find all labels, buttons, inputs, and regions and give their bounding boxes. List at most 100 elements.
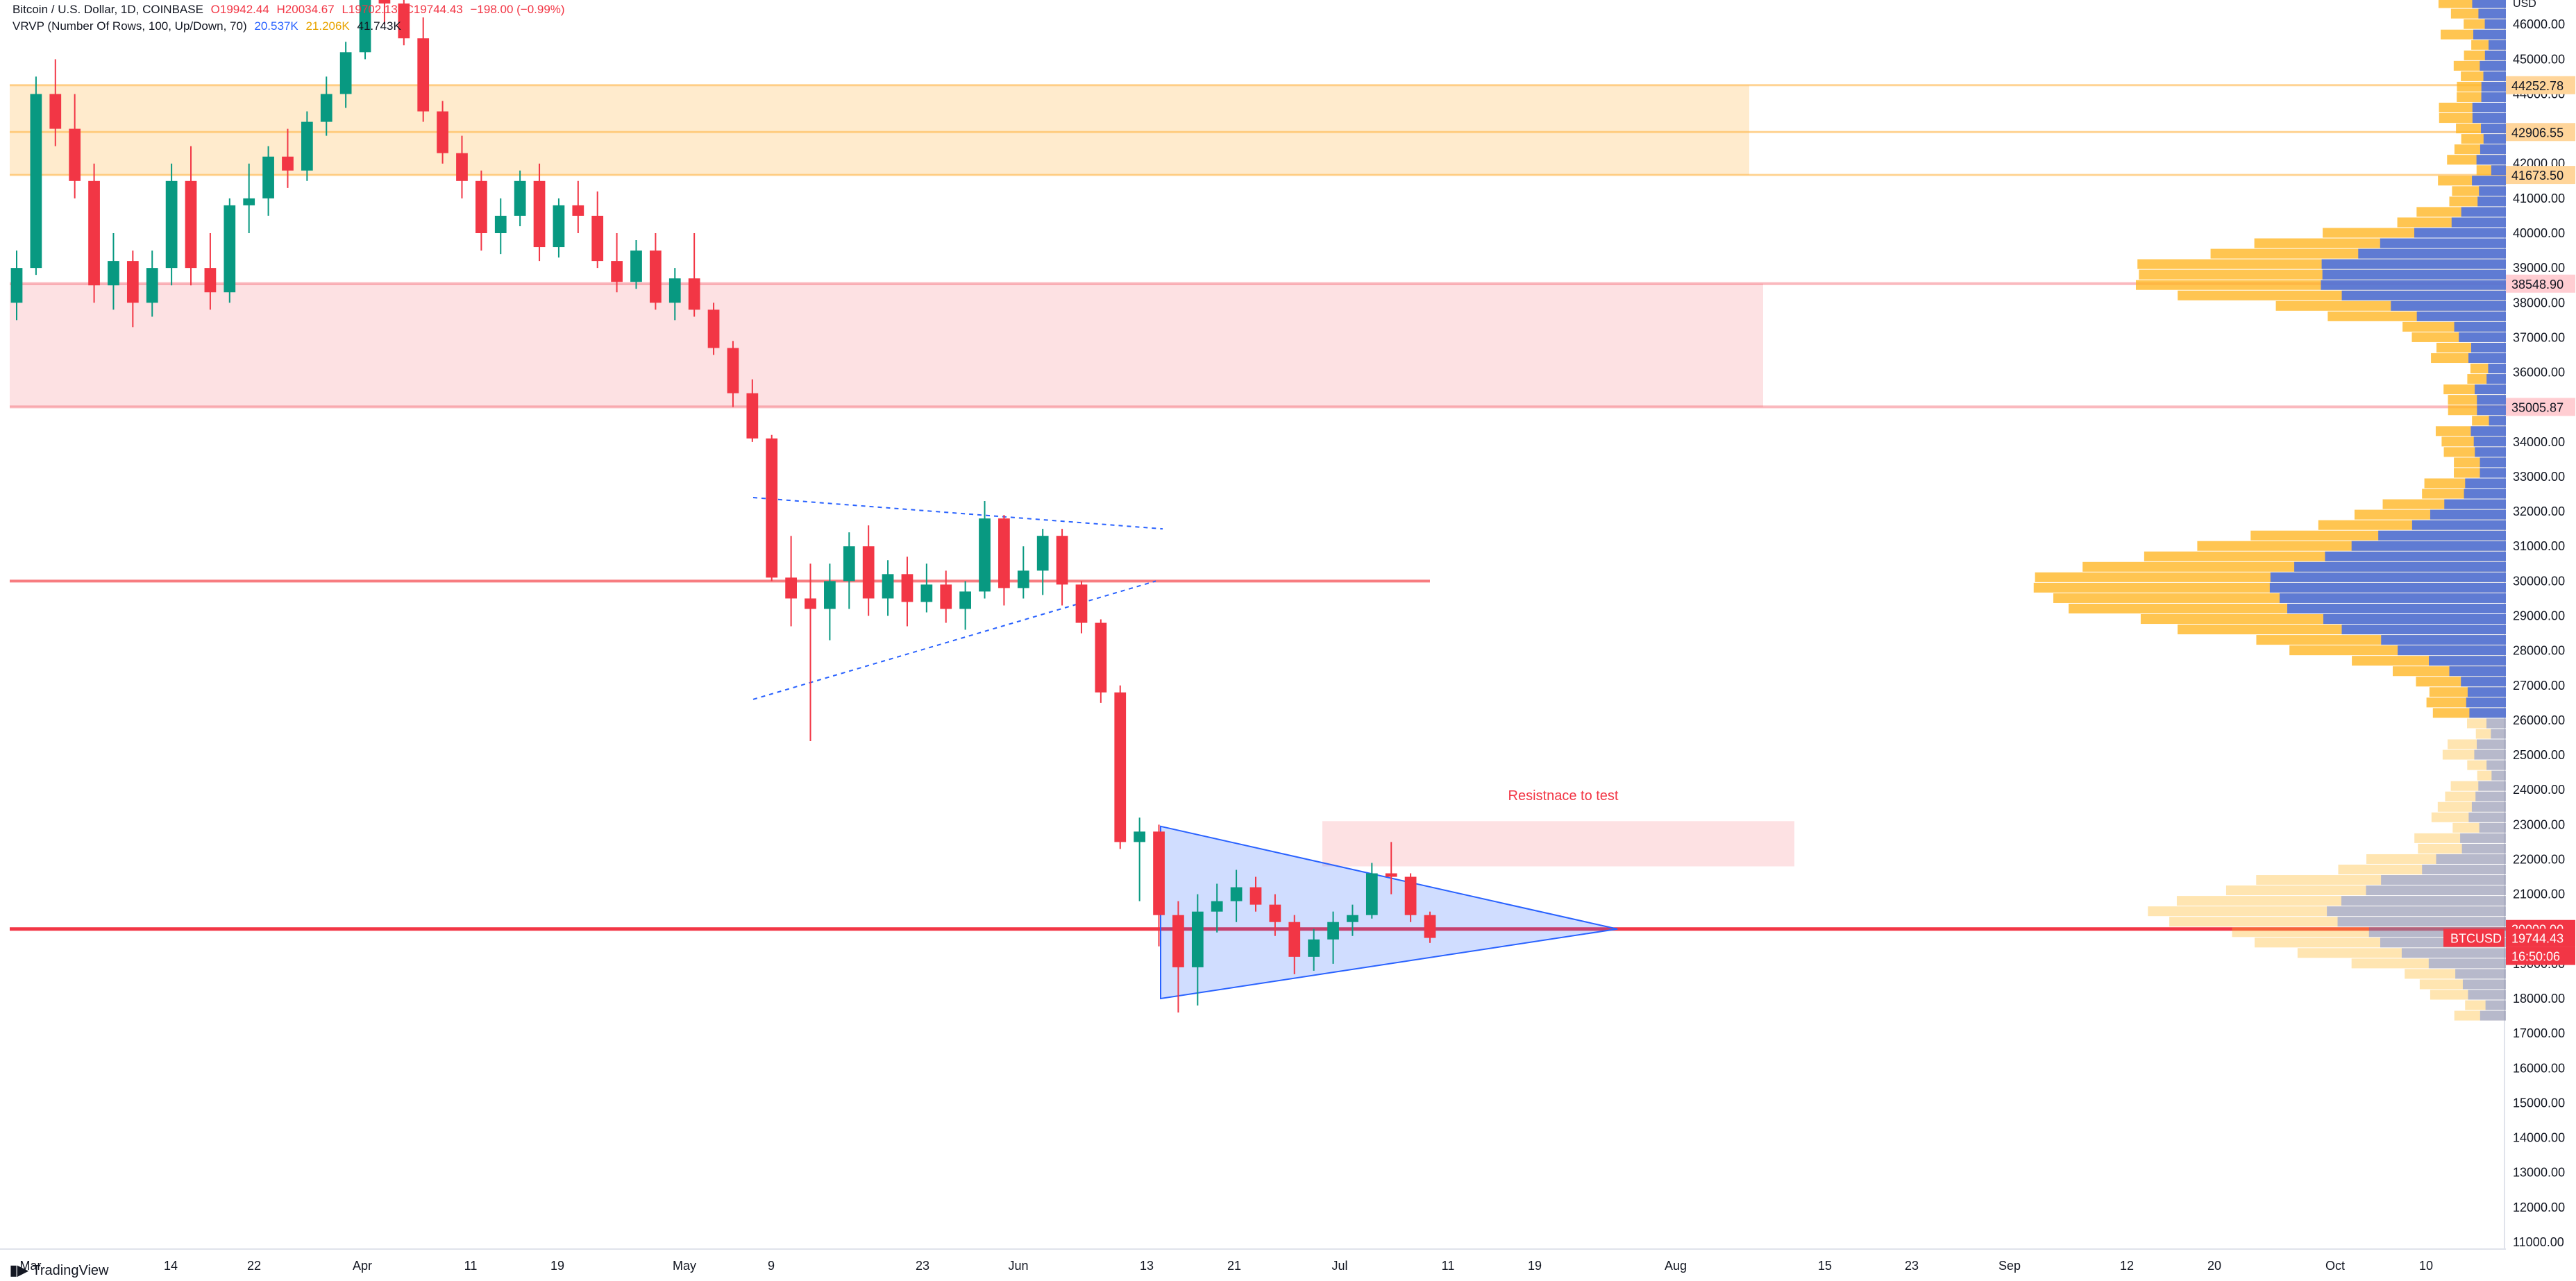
volume-profile-bar-up — [2475, 447, 2506, 457]
volume-profile-bar-up — [2486, 761, 2506, 770]
candle-body — [1288, 922, 1300, 957]
tradingview-logo[interactable]: ▮▶ TradingView — [10, 1262, 108, 1279]
candle-body — [514, 181, 526, 216]
volume-profile-bar-up — [2480, 144, 2506, 154]
volume-profile-bar-up — [2294, 562, 2506, 572]
volume-profile-bar-up — [2366, 885, 2506, 895]
volume-profile-bar-up — [2480, 468, 2506, 477]
volume-profile-bar-up — [2398, 645, 2506, 655]
candle-body — [1270, 905, 1281, 922]
volume-profile-bar-up — [2477, 155, 2506, 164]
candle-body — [1405, 877, 1417, 915]
tradingview-wordmark: TradingView — [32, 1263, 108, 1278]
candle-body — [1114, 693, 1126, 842]
price-tick-label: 32000.00 — [2513, 504, 2565, 518]
time-tick-label: 9 — [768, 1259, 775, 1273]
volume-profile-bar-up — [2381, 635, 2506, 645]
candle-body — [863, 546, 875, 598]
candle-body — [69, 129, 81, 181]
candle-body — [224, 205, 235, 292]
volume-profile-bar-up — [2378, 531, 2506, 541]
vrvp-total-volume: 41.743K — [357, 19, 401, 33]
volume-profile-bar-up — [2412, 520, 2506, 530]
volume-profile-bar-up — [2474, 750, 2506, 760]
price-tick-label: 27000.00 — [2513, 679, 2565, 693]
volume-profile-bar-up — [2402, 948, 2506, 958]
time-tick-label: 11 — [1442, 1259, 1455, 1273]
volume-profile-bar-up — [2480, 823, 2506, 833]
volume-profile-bar-up — [2469, 708, 2506, 718]
volume-profile-bar-up — [2380, 239, 2506, 248]
volume-profile-bar-up — [2271, 572, 2506, 582]
volume-profile-bar-up — [2461, 677, 2506, 686]
candle-body — [1192, 912, 1204, 967]
candle-body — [1095, 623, 1106, 693]
price-tick-label: 21000.00 — [2513, 888, 2565, 901]
volume-profile-bar-up — [2460, 833, 2506, 843]
volume-profile-bar-up — [2461, 207, 2506, 217]
volume-profile-bar-up — [2477, 739, 2506, 749]
candle-body — [882, 574, 894, 598]
volume-profile-bar-up — [2485, 19, 2506, 29]
candle-body — [301, 122, 313, 171]
price-label-text: 19744.43 — [2511, 932, 2564, 946]
time-tick-label: 22 — [247, 1259, 261, 1273]
volume-profile-bar-up — [2342, 625, 2506, 634]
volume-profile-bar-up — [2464, 489, 2506, 499]
candle-body — [1327, 922, 1339, 940]
countdown-text: 16:50:06 — [2511, 950, 2560, 964]
volume-profile-bar-up — [2417, 312, 2506, 321]
ohlc-low: L19702.13 — [342, 3, 397, 16]
volume-profile-bar-up — [2480, 457, 2506, 467]
candle-body — [1386, 874, 1397, 877]
volume-profile-bar-up — [2270, 583, 2506, 593]
candle-body — [417, 38, 429, 111]
candle-body — [437, 112, 448, 153]
candle-body — [1018, 570, 1029, 588]
volume-profile-bar-up — [2381, 875, 2506, 885]
candle-body — [689, 278, 700, 309]
volume-profile-bar-up — [2462, 844, 2506, 854]
volume-profile-bar-up — [2477, 395, 2506, 405]
volume-profile-bar-up — [2323, 270, 2506, 280]
candle-body — [591, 216, 603, 261]
candle-body — [282, 157, 294, 171]
price-tick-label: 34000.00 — [2513, 435, 2565, 449]
candle-body — [262, 157, 274, 198]
candle-body — [1153, 831, 1165, 915]
volume-profile-bar-up — [2486, 374, 2506, 384]
candle-body — [572, 205, 584, 216]
volume-profile-bar-up — [2489, 416, 2506, 425]
price-tick-label: 30000.00 — [2513, 574, 2565, 588]
candle-body — [708, 309, 720, 348]
candle-body — [805, 598, 816, 609]
volume-profile-bar-up — [2491, 729, 2506, 738]
tv-logo-icon: ▮▶ — [10, 1263, 28, 1278]
candle-body — [1308, 940, 1320, 957]
time-tick-label: 15 — [1818, 1259, 1832, 1273]
price-tick-label: 29000.00 — [2513, 609, 2565, 623]
zone-2 — [1322, 821, 1794, 866]
ohlc-open: O19942.44 — [211, 3, 269, 16]
vrvp-label[interactable]: VRVP (Number Of Rows, 100, Up/Down, 70) — [12, 19, 247, 33]
indicator-header[interactable]: VRVP (Number Of Rows, 100, Up/Down, 70) … — [12, 19, 405, 33]
volume-profile-bar-up — [2484, 134, 2506, 144]
time-tick-label: 11 — [464, 1259, 478, 1273]
candle-body — [205, 268, 217, 292]
volume-profile-bar-up — [2484, 71, 2506, 81]
candle-body — [340, 52, 352, 94]
price-label-text: 38548.90 — [2511, 278, 2564, 291]
volume-profile-bar-up — [2479, 186, 2506, 196]
volume-profile-bar-up — [2327, 906, 2506, 916]
price-tick-label: 23000.00 — [2513, 817, 2565, 831]
volume-profile-bar-up — [2450, 666, 2506, 676]
time-tick-label: 19 — [550, 1259, 564, 1273]
volume-profile-bar-up — [2473, 30, 2506, 40]
time-tick-label: Jul — [1331, 1259, 1347, 1273]
candle-body — [1211, 901, 1223, 912]
price-tick-label: 17000.00 — [2513, 1026, 2565, 1040]
time-tick-label: Sep — [1998, 1259, 2021, 1273]
price-tick-label: 12000.00 — [2513, 1201, 2565, 1214]
candle-body — [553, 205, 565, 247]
